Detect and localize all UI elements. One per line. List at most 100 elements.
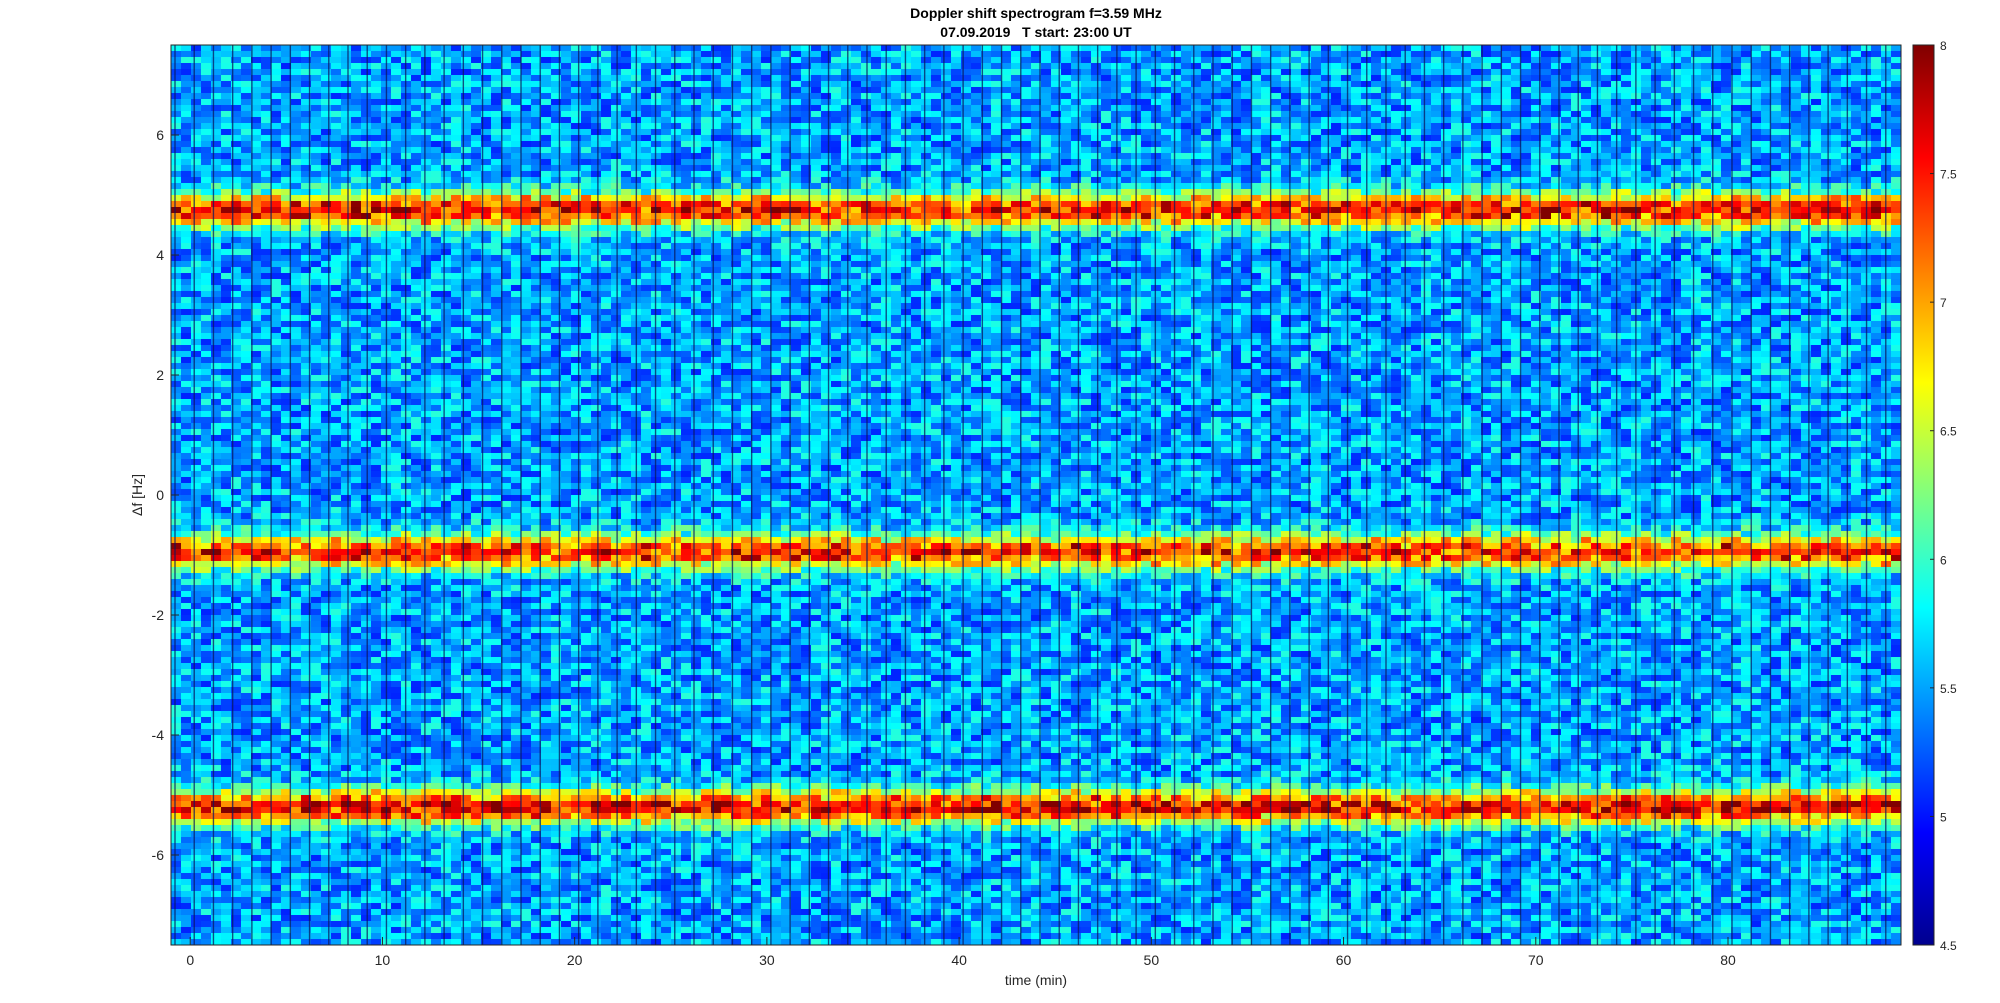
heatmap-cell bbox=[291, 189, 302, 196]
heatmap-cell bbox=[221, 117, 232, 124]
heatmap-cell bbox=[701, 171, 712, 178]
heatmap-cell bbox=[341, 135, 352, 142]
heatmap-cell bbox=[1301, 153, 1312, 160]
heatmap-cell bbox=[1551, 135, 1562, 142]
heatmap-cell bbox=[761, 111, 772, 118]
heatmap-cell bbox=[191, 177, 202, 184]
heatmap-cell bbox=[1811, 51, 1822, 58]
heatmap-cell bbox=[1801, 105, 1812, 112]
heatmap-cell bbox=[871, 99, 882, 106]
heatmap-cell bbox=[221, 135, 232, 142]
heatmap-cell bbox=[1891, 207, 1902, 214]
heatmap-cell bbox=[1021, 207, 1032, 214]
heatmap-cell bbox=[1351, 111, 1362, 118]
heatmap-cell bbox=[1831, 45, 1842, 52]
heatmap-cell bbox=[541, 93, 552, 100]
heatmap-cell bbox=[1251, 135, 1262, 142]
heatmap-cell bbox=[581, 189, 592, 196]
heatmap-cell bbox=[851, 141, 862, 148]
heatmap-cell bbox=[831, 93, 842, 100]
heatmap-cell bbox=[171, 159, 182, 166]
heatmap-cell bbox=[1561, 153, 1572, 160]
heatmap-cell bbox=[541, 165, 552, 172]
heatmap-cell bbox=[1371, 129, 1382, 136]
heatmap-cell bbox=[441, 135, 452, 142]
heatmap-cell bbox=[741, 93, 752, 100]
heatmap-cell bbox=[761, 147, 772, 154]
heatmap-cell bbox=[911, 117, 922, 124]
heatmap-cell bbox=[1271, 57, 1282, 64]
heatmap-cell bbox=[1431, 171, 1442, 178]
heatmap-cell bbox=[1051, 57, 1062, 64]
heatmap-cell bbox=[351, 171, 362, 178]
heatmap-cell bbox=[1811, 177, 1822, 184]
heatmap-cell bbox=[1591, 99, 1602, 106]
heatmap-cell bbox=[1871, 177, 1882, 184]
heatmap-cell bbox=[821, 45, 832, 52]
heatmap-cell bbox=[571, 129, 582, 136]
heatmap-cell bbox=[1571, 69, 1582, 76]
heatmap-cell bbox=[1221, 117, 1232, 124]
heatmap-cell bbox=[1561, 123, 1572, 130]
heatmap-cell bbox=[1871, 117, 1882, 124]
heatmap-cell bbox=[1271, 141, 1282, 148]
heatmap-cell bbox=[391, 177, 402, 184]
heatmap-cell bbox=[1051, 117, 1062, 124]
heatmap-cell bbox=[771, 99, 782, 106]
heatmap-cell bbox=[1151, 105, 1162, 112]
heatmap-cell bbox=[691, 165, 702, 172]
heatmap-cell bbox=[1821, 51, 1832, 58]
heatmap-cell bbox=[1811, 201, 1822, 208]
heatmap-cell bbox=[311, 177, 322, 184]
heatmap-cell bbox=[611, 69, 622, 76]
heatmap-cell bbox=[1671, 171, 1682, 178]
heatmap-cell bbox=[1741, 201, 1752, 208]
heatmap-cell bbox=[411, 183, 422, 190]
heatmap-cell bbox=[341, 147, 352, 154]
heatmap-cell bbox=[1161, 201, 1172, 208]
heatmap-cell bbox=[1701, 63, 1712, 70]
heatmap-cell bbox=[891, 129, 902, 136]
heatmap-cell bbox=[791, 117, 802, 124]
heatmap-cell bbox=[261, 57, 272, 64]
heatmap-cell bbox=[861, 189, 872, 196]
heatmap-cell bbox=[1041, 195, 1052, 202]
heatmap-cell bbox=[831, 147, 842, 154]
heatmap-cell bbox=[1101, 213, 1112, 220]
heatmap-cell bbox=[1321, 153, 1332, 160]
heatmap-cell bbox=[1341, 195, 1352, 202]
heatmap-cell bbox=[1571, 159, 1582, 166]
heatmap-cell bbox=[171, 123, 182, 130]
heatmap-cell bbox=[241, 111, 252, 118]
heatmap-cell bbox=[641, 171, 652, 178]
heatmap-cell bbox=[561, 69, 572, 76]
heatmap-cell bbox=[1891, 93, 1902, 100]
heatmap-cell bbox=[461, 111, 472, 118]
heatmap-cell bbox=[471, 93, 482, 100]
heatmap-cell bbox=[1551, 69, 1562, 76]
heatmap-cell bbox=[1561, 81, 1572, 88]
heatmap-cell bbox=[1241, 195, 1252, 202]
heatmap-cell bbox=[431, 135, 442, 142]
heatmap-cell bbox=[591, 93, 602, 100]
heatmap-cell bbox=[351, 207, 362, 214]
heatmap-cell bbox=[491, 195, 502, 202]
heatmap-cell bbox=[1591, 75, 1602, 82]
heatmap-cell bbox=[311, 75, 322, 82]
heatmap-cell bbox=[361, 63, 372, 70]
heatmap-cell bbox=[681, 135, 692, 142]
heatmap-cell bbox=[1291, 69, 1302, 76]
heatmap-cell bbox=[1351, 153, 1362, 160]
heatmap-cell bbox=[1551, 165, 1562, 172]
heatmap-cell bbox=[1431, 69, 1442, 76]
heatmap-cell bbox=[861, 117, 872, 124]
heatmap-cell bbox=[211, 57, 222, 64]
heatmap-cell bbox=[1191, 207, 1202, 214]
heatmap-cell bbox=[1201, 63, 1212, 70]
heatmap-cell bbox=[1161, 213, 1172, 220]
heatmap-cell bbox=[1371, 75, 1382, 82]
heatmap-cell bbox=[1081, 207, 1092, 214]
heatmap-cell bbox=[1411, 93, 1422, 100]
heatmap-cell bbox=[1521, 99, 1532, 106]
heatmap-cell bbox=[431, 57, 442, 64]
